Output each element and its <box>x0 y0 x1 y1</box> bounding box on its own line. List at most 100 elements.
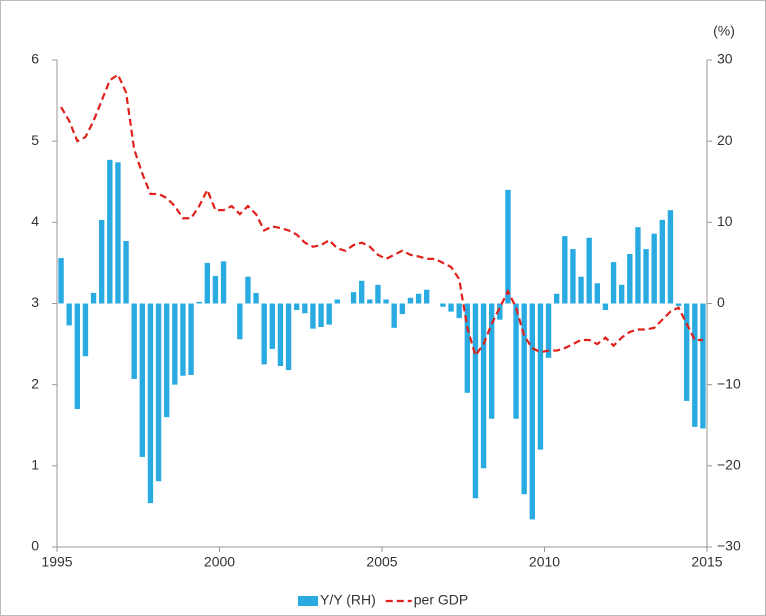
x-tick-label: 2010 <box>529 554 560 570</box>
bar <box>480 303 487 469</box>
bar <box>367 299 373 304</box>
bar <box>196 301 202 304</box>
bar <box>375 284 381 304</box>
bar <box>318 303 324 328</box>
bar <box>58 258 64 304</box>
bar <box>115 162 121 304</box>
y-tick-label: 3 <box>31 294 39 310</box>
bar <box>415 293 422 304</box>
bar <box>627 253 633 304</box>
bar <box>456 303 462 319</box>
bar <box>586 237 592 304</box>
legend-swatch <box>298 596 318 606</box>
bar <box>529 303 535 520</box>
y2-tick-label: −10 <box>717 375 741 391</box>
y2-tick-label: −20 <box>717 457 741 473</box>
bar <box>562 236 568 304</box>
bar <box>464 303 470 393</box>
bar <box>220 261 227 304</box>
y-tick-label: 4 <box>31 213 39 229</box>
bar <box>570 249 576 304</box>
bar <box>610 262 617 304</box>
bar <box>472 303 479 499</box>
y2-unit: (%) <box>713 23 735 39</box>
bar <box>302 303 308 314</box>
bar <box>513 303 519 419</box>
bar <box>180 303 186 376</box>
bar <box>594 283 600 304</box>
y2-tick-label: −30 <box>717 538 741 554</box>
bar <box>285 303 292 371</box>
bar <box>424 289 430 304</box>
bar <box>74 303 80 410</box>
bar <box>66 303 72 326</box>
x-tick-label: 1995 <box>41 554 72 570</box>
bar <box>123 241 129 304</box>
bar <box>675 303 682 306</box>
bar <box>245 276 251 304</box>
bar <box>326 303 332 325</box>
bar <box>391 303 397 328</box>
bar <box>334 299 340 304</box>
bar <box>188 303 194 375</box>
bar <box>90 292 97 304</box>
bar <box>651 233 657 304</box>
bar <box>147 303 154 504</box>
bar <box>277 303 284 366</box>
bar <box>253 292 259 304</box>
y-tick-label: 1 <box>31 457 39 473</box>
bar <box>537 303 544 450</box>
bar <box>261 303 267 365</box>
y2-tick-label: 30 <box>717 51 733 67</box>
bar <box>99 219 105 304</box>
bar <box>399 303 405 315</box>
x-tick-label: 2005 <box>366 554 397 570</box>
bar <box>643 249 649 304</box>
bar <box>440 303 446 307</box>
bar <box>107 159 113 304</box>
bar <box>554 293 560 304</box>
legend-label: Y/Y (RH) <box>320 592 376 608</box>
y-tick-label: 0 <box>31 538 39 554</box>
bar <box>359 280 365 304</box>
bar <box>602 303 609 310</box>
bar <box>635 227 641 304</box>
bar <box>578 276 584 304</box>
bar <box>131 303 137 379</box>
y-tick-label: 5 <box>31 132 39 148</box>
bar <box>294 303 300 310</box>
bar <box>82 303 89 357</box>
y2-tick-label: 10 <box>717 213 733 229</box>
bar <box>237 303 243 340</box>
bar <box>684 303 690 401</box>
bar <box>545 303 552 358</box>
y-tick-label: 2 <box>31 375 39 391</box>
bar <box>212 275 219 304</box>
bar <box>448 303 454 312</box>
bar <box>204 262 210 304</box>
bar <box>164 303 170 418</box>
line <box>60 72 703 358</box>
x-tick-label: 2000 <box>204 554 235 570</box>
bar <box>350 292 357 304</box>
legend-label: per GDP <box>414 592 468 608</box>
bar <box>667 210 674 304</box>
bar <box>139 303 145 457</box>
x-tick-label: 2015 <box>691 554 722 570</box>
bar <box>383 299 389 304</box>
bar <box>700 303 706 429</box>
bar <box>521 303 527 495</box>
bar <box>659 219 665 304</box>
bar <box>505 189 511 304</box>
y2-tick-label: 0 <box>717 294 725 310</box>
y-tick-label: 6 <box>31 51 39 67</box>
bar <box>692 303 698 427</box>
bar <box>489 303 495 419</box>
bar <box>269 303 275 349</box>
bar <box>310 303 316 329</box>
bar <box>497 303 503 320</box>
bar <box>619 284 625 304</box>
